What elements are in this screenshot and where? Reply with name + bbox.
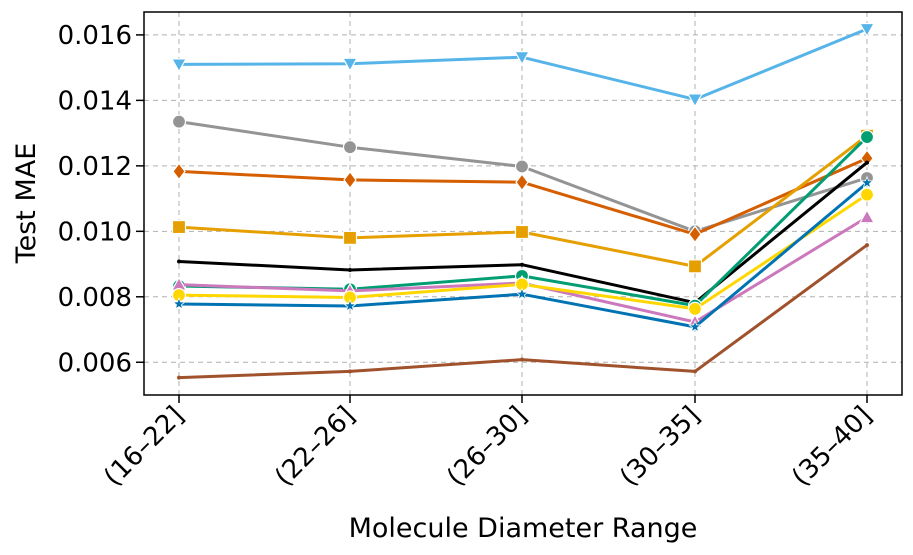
x-axis-title: Molecule Diameter Range	[349, 513, 698, 544]
y-axis: 0.006 0.008 0.010 0.012 0.014 0.016	[58, 21, 144, 378]
x-tick-label: (35–40]	[786, 401, 878, 493]
data-point	[689, 260, 702, 273]
data-point	[689, 302, 702, 315]
series-group	[172, 24, 874, 380]
y-tick-label: 0.008	[58, 283, 132, 313]
y-tick-label: 0.010	[58, 217, 132, 247]
data-point	[516, 160, 529, 173]
data-point	[520, 358, 524, 362]
y-tick-label: 0.016	[58, 21, 132, 51]
y-axis-title: Test MAE	[11, 143, 42, 265]
data-point	[693, 369, 697, 373]
data-point	[860, 210, 874, 223]
data-point	[344, 141, 357, 154]
x-axis: (16–22] (22–26] (26–30] (30–35] (35–40]	[98, 395, 878, 492]
series-sky-blue	[172, 24, 874, 107]
data-point	[177, 259, 181, 263]
y-tick-label: 0.012	[58, 152, 132, 182]
data-point	[173, 115, 186, 128]
series-line-sky-blue	[179, 29, 867, 99]
data-point	[177, 376, 181, 380]
data-point	[516, 225, 529, 238]
y-tick-label: 0.014	[58, 86, 132, 116]
data-point	[344, 231, 357, 244]
data-point	[861, 131, 874, 144]
data-point	[348, 369, 352, 373]
x-tick-label: (26–30]	[441, 401, 533, 493]
data-point	[516, 174, 528, 190]
x-tick-label: (16–22]	[98, 401, 190, 493]
data-point	[348, 268, 352, 272]
x-tick-label: (22–26]	[269, 401, 361, 493]
series-blue	[173, 177, 872, 332]
line-chart: 0.006 0.008 0.010 0.012 0.014 0.016 (16–22] (2…	[0, 0, 913, 555]
data-point	[865, 243, 869, 247]
x-tick-label: (30–35]	[614, 401, 706, 493]
data-point	[861, 188, 874, 201]
data-point	[344, 172, 356, 188]
data-point	[688, 94, 702, 107]
data-point	[865, 161, 869, 165]
y-tick-label: 0.006	[58, 348, 132, 378]
data-point	[520, 263, 524, 267]
data-point	[173, 221, 186, 234]
